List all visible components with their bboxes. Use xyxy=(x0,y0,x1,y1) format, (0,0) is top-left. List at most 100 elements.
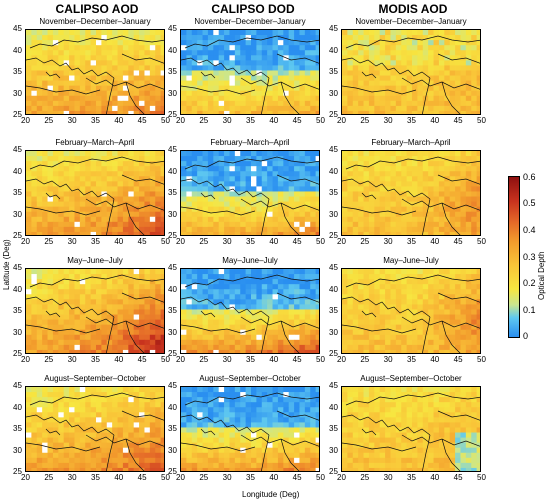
grid-cell xyxy=(251,50,257,56)
grid-cell xyxy=(144,35,151,41)
grid-cell xyxy=(139,329,145,336)
grid-cell xyxy=(181,171,187,177)
grid-cell xyxy=(428,339,434,346)
grid-cell xyxy=(385,60,391,66)
grid-cell xyxy=(139,349,145,353)
grid-cell xyxy=(197,105,203,112)
grid-cell xyxy=(202,35,209,41)
grid-cell xyxy=(476,110,480,114)
grid-cell xyxy=(460,50,467,56)
grid-cell xyxy=(133,100,140,107)
grid-cell xyxy=(133,221,140,228)
grid-cell xyxy=(85,70,92,76)
grid-cell xyxy=(112,304,118,310)
grid-cell xyxy=(368,314,375,320)
grid-cell xyxy=(213,284,220,290)
grid-cell xyxy=(465,216,472,223)
grid-cell xyxy=(26,447,32,454)
grid-cell xyxy=(133,402,140,408)
grid-cell xyxy=(26,161,32,167)
grid-cell xyxy=(428,176,434,182)
grid-cell xyxy=(256,90,263,97)
grid-cell xyxy=(144,314,151,320)
grid-cell xyxy=(251,412,257,418)
grid-cell xyxy=(191,447,198,454)
grid-cell xyxy=(26,166,32,172)
grid-cell xyxy=(267,422,273,428)
grid-cell xyxy=(101,171,108,177)
grid-cell xyxy=(449,35,456,41)
grid-cell xyxy=(444,269,451,275)
grid-cell xyxy=(342,35,348,41)
grid-cell xyxy=(368,344,375,351)
coastline xyxy=(345,274,480,288)
grid-cell xyxy=(112,90,118,97)
grid-cell xyxy=(218,324,225,331)
grid-cell xyxy=(112,344,118,351)
grid-cell xyxy=(139,40,145,46)
grid-cell xyxy=(36,407,43,413)
grid-cell xyxy=(465,344,472,351)
grid-cell xyxy=(63,100,70,107)
grid-cell xyxy=(160,105,164,112)
x-tick-label: 40 xyxy=(430,237,440,246)
grid-cell xyxy=(128,181,135,187)
grid-cell xyxy=(465,100,472,107)
grid-cell xyxy=(224,334,230,341)
grid-cell xyxy=(36,171,43,177)
grid-cell xyxy=(428,30,434,36)
grid-cell xyxy=(106,166,113,172)
grid-cell xyxy=(36,80,43,87)
grid-cell xyxy=(277,274,284,280)
grid-cell xyxy=(191,221,198,228)
grid-cell xyxy=(342,151,348,157)
grid-cell xyxy=(234,392,241,398)
coastline xyxy=(342,206,417,216)
grid-cell xyxy=(476,274,480,280)
grid-cell xyxy=(106,35,113,41)
grid-cell xyxy=(240,299,247,305)
grid-cell xyxy=(240,349,247,353)
grid-cell xyxy=(122,432,129,438)
grid-cell xyxy=(352,274,359,280)
grid-cell xyxy=(112,432,118,438)
grid-cell xyxy=(117,45,124,51)
grid-cell xyxy=(79,412,86,418)
grid-cell xyxy=(197,151,203,157)
grid-cell xyxy=(277,201,284,208)
grid-cell xyxy=(229,279,236,285)
grid-cell xyxy=(202,407,209,413)
grid-cell xyxy=(352,161,359,167)
grid-cell xyxy=(288,339,295,346)
grid-cell xyxy=(160,427,164,433)
grid-cell xyxy=(197,334,203,341)
grid-cell xyxy=(412,166,418,172)
grid-cell xyxy=(417,171,424,177)
grid-cell xyxy=(310,269,317,275)
grid-cell xyxy=(288,105,295,112)
grid-cell xyxy=(363,75,370,81)
grid-cell xyxy=(299,70,306,76)
grid-cell xyxy=(272,156,279,162)
grid-cell xyxy=(240,387,247,393)
grid-cell xyxy=(96,50,102,56)
grid-cell xyxy=(438,284,445,290)
grid-cell xyxy=(245,447,252,454)
grid-cell xyxy=(401,196,408,202)
grid-cell xyxy=(460,171,467,177)
grid-cell xyxy=(310,279,317,285)
grid-cell xyxy=(460,344,467,351)
grid-cell xyxy=(385,284,391,290)
grid-cell xyxy=(47,216,54,223)
grid-cell xyxy=(79,171,86,177)
grid-cell xyxy=(294,344,300,351)
grid-cell xyxy=(234,40,241,46)
grid-cell xyxy=(417,55,424,61)
grid-cell xyxy=(52,412,59,418)
grid-cell xyxy=(272,35,279,41)
grid-cell xyxy=(155,279,162,285)
grid-cell xyxy=(213,196,220,202)
grid-cell xyxy=(412,289,418,295)
grid-cell xyxy=(106,294,113,300)
grid-cell xyxy=(133,407,140,413)
